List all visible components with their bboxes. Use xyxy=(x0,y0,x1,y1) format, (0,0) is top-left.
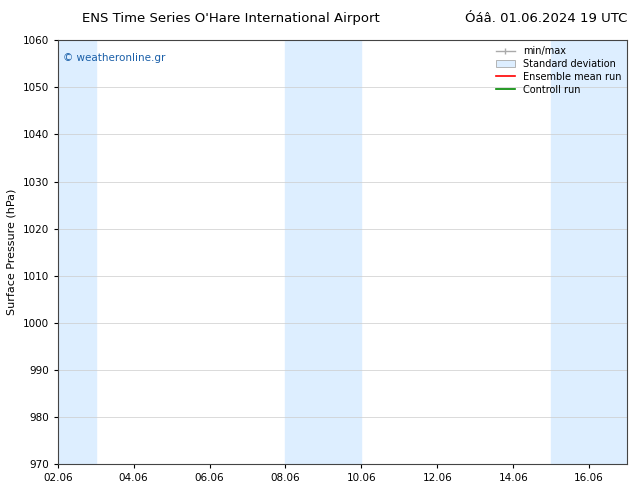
Y-axis label: Surface Pressure (hPa): Surface Pressure (hPa) xyxy=(7,189,17,316)
Bar xyxy=(285,40,361,464)
Text: ENS Time Series O'Hare International Airport: ENS Time Series O'Hare International Air… xyxy=(82,12,380,25)
Bar xyxy=(551,40,627,464)
Legend: min/max, Standard deviation, Ensemble mean run, Controll run: min/max, Standard deviation, Ensemble me… xyxy=(491,42,625,99)
Text: Óáâ. 01.06.2024 19 UTC: Óáâ. 01.06.2024 19 UTC xyxy=(465,12,628,25)
Bar xyxy=(58,40,96,464)
Text: © weatheronline.gr: © weatheronline.gr xyxy=(63,53,166,63)
